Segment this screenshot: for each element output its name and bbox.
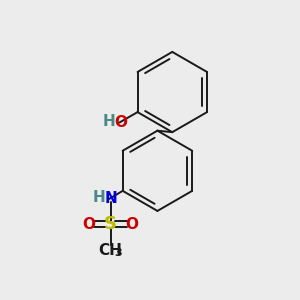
Text: O: O	[82, 217, 96, 232]
Text: O: O	[115, 115, 128, 130]
Text: S: S	[104, 215, 117, 233]
Text: N: N	[104, 191, 117, 206]
Text: 3: 3	[114, 248, 122, 258]
Text: O: O	[125, 217, 138, 232]
Text: CH: CH	[99, 243, 122, 258]
Text: H: H	[102, 114, 115, 129]
Text: H: H	[93, 190, 106, 205]
